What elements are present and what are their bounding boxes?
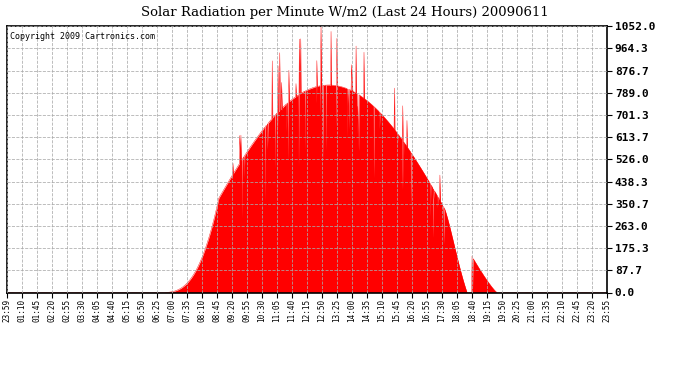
Text: Copyright 2009 Cartronics.com: Copyright 2009 Cartronics.com bbox=[10, 32, 155, 40]
Text: Solar Radiation per Minute W/m2 (Last 24 Hours) 20090611: Solar Radiation per Minute W/m2 (Last 24… bbox=[141, 6, 549, 19]
